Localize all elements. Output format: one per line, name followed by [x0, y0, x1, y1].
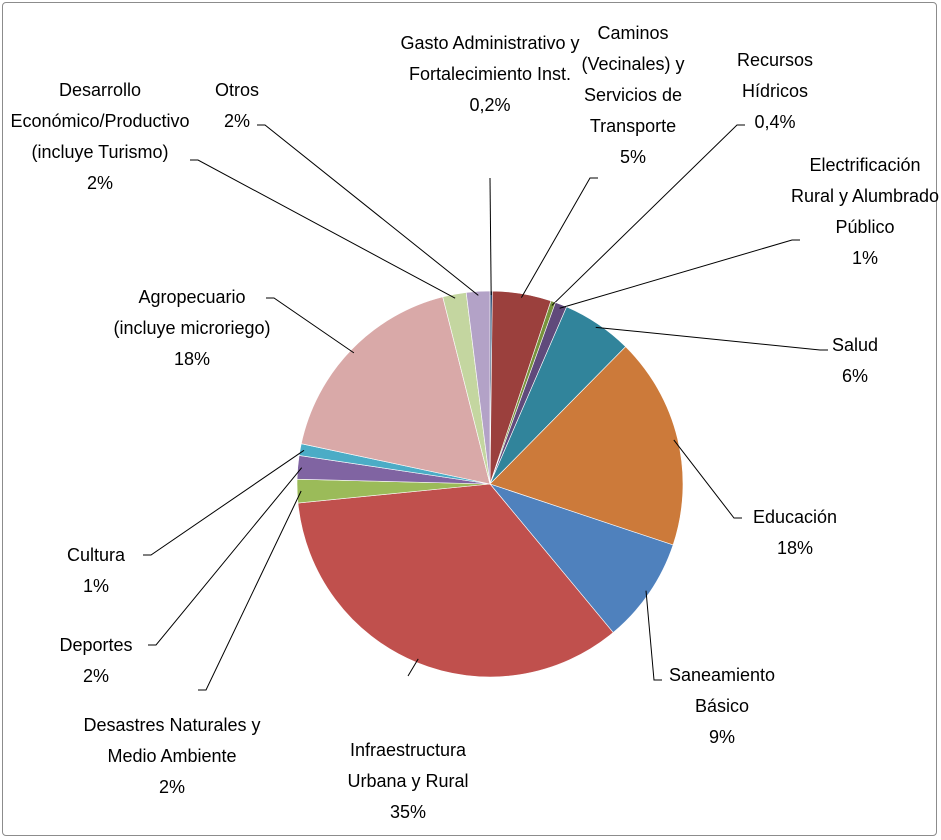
value-label: 2% [158, 777, 185, 797]
pie-slice [300, 296, 491, 485]
category-label: Electrificación Rural y Alumbrado Públic… [790, 155, 940, 237]
value-label: 2% [86, 173, 113, 193]
slice-label: Desarrollo Económico/Productivo (incluye… [10, 75, 190, 199]
slice-label: Electrificación Rural y Alumbrado Públic… [790, 150, 940, 274]
value-label: 2% [223, 111, 250, 131]
value-label: 1% [851, 248, 878, 268]
leader-line [559, 239, 800, 309]
leader-line [266, 297, 355, 354]
value-label: 6% [841, 366, 868, 386]
pie-slice [297, 483, 614, 678]
value-label: 9% [708, 727, 735, 747]
category-label: Deportes [59, 635, 133, 655]
category-label: Educación [752, 507, 838, 527]
value-label: 18% [173, 349, 211, 369]
category-label: Desarrollo Económico/Productivo (incluye… [10, 80, 190, 162]
leader-line [645, 590, 662, 681]
value-label: 5% [619, 147, 646, 167]
category-label: Infraestructura Urbana y Rural [347, 740, 469, 791]
category-label: Desastres Naturales y Medio Ambiente [83, 715, 261, 766]
category-label: Salud [831, 335, 879, 355]
category-label: Otros [214, 80, 259, 100]
slice-label: Desastres Naturales y Medio Ambiente 2% [72, 710, 272, 803]
leader-line [489, 177, 492, 296]
pie-slice [465, 290, 491, 485]
slice-label: Educación 18% [740, 502, 850, 564]
category-label: Recursos Hídricos [736, 50, 814, 101]
category-label: Agropecuario (incluye microriego) [113, 287, 271, 338]
slice-label: Infraestructura Urbana y Rural 35% [323, 735, 493, 828]
slice-label: Caminos (Vecinales) y Servicios de Trans… [563, 18, 703, 173]
leader-line [143, 449, 305, 556]
slice-label: Cultura 1% [41, 540, 151, 602]
category-label: Gasto Administrativo y Fortalecimiento I… [400, 33, 580, 84]
value-label: 1% [82, 576, 109, 596]
leader-line [257, 124, 479, 296]
value-label: 2% [82, 666, 109, 686]
slice-label: Saneamiento Básico 9% [657, 660, 787, 753]
leader-line [551, 124, 745, 306]
category-label: Caminos (Vecinales) y Servicios de Trans… [581, 23, 685, 136]
category-label: Saneamiento Básico [668, 665, 776, 716]
pie-slice [489, 483, 674, 633]
slice-label: Agropecuario (incluye microriego) 18% [107, 282, 277, 375]
leader-line [198, 490, 302, 691]
value-label: 0,2% [469, 95, 511, 115]
pie-slice [489, 346, 684, 546]
leader-line [190, 159, 456, 299]
slice-label: Otros 2% [197, 75, 277, 137]
value-label: 18% [776, 538, 814, 558]
leader-line [407, 658, 419, 677]
leader-line [520, 177, 598, 298]
slice-label: Salud 6% [820, 330, 890, 392]
slice-label: Recursos Hídricos 0,4% [720, 45, 830, 138]
value-label: 0,4% [754, 112, 796, 132]
value-label: 35% [389, 802, 427, 822]
category-label: Cultura [66, 545, 126, 565]
leader-line [595, 326, 828, 351]
leader-line [148, 467, 303, 646]
slice-label: Deportes 2% [41, 630, 151, 692]
slice-label: Gasto Administrativo y Fortalecimiento I… [400, 28, 580, 121]
leader-line [673, 439, 742, 519]
